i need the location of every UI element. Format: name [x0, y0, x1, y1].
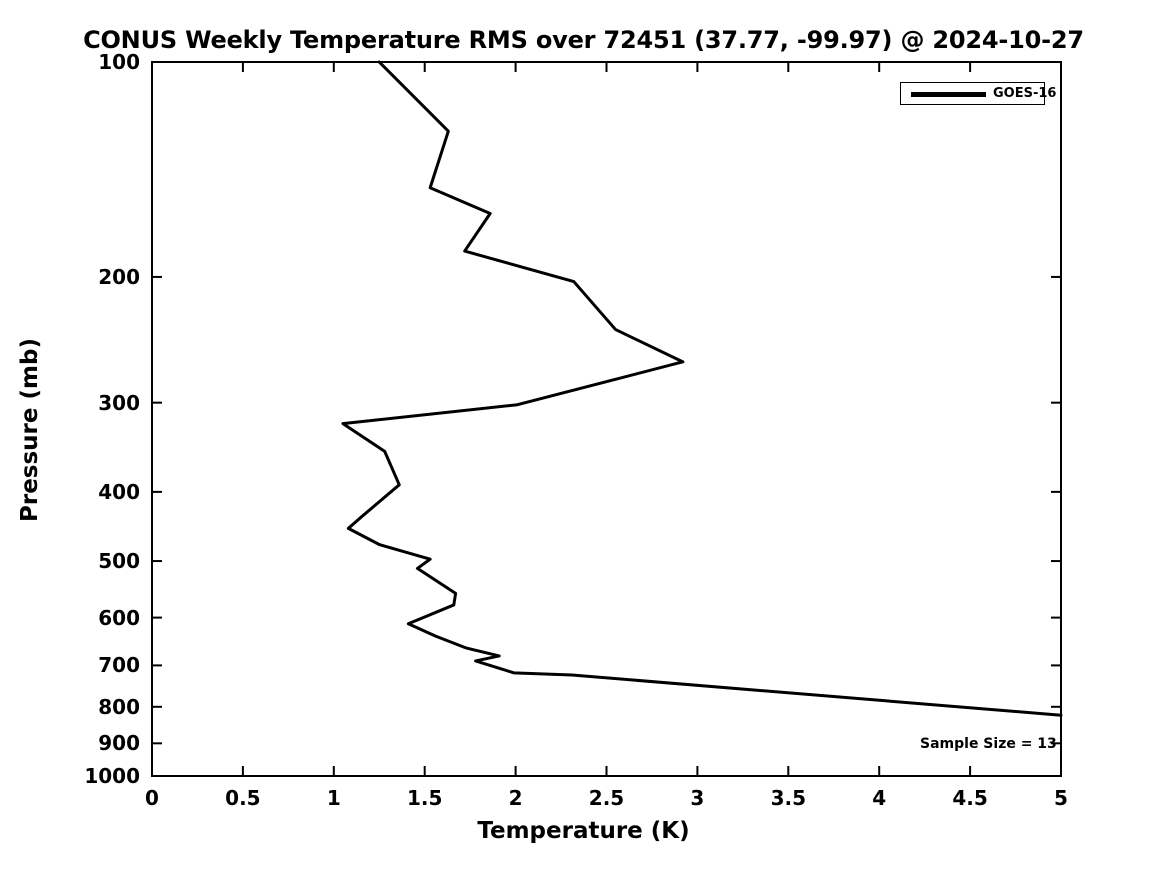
plot-border	[151, 61, 1062, 777]
x-tick-label: 5	[1054, 786, 1068, 810]
tick-marks	[151, 61, 1062, 777]
x-tick-label: 2	[508, 786, 523, 810]
y-tick-label: 700	[98, 653, 140, 678]
axes-frame	[151, 61, 1062, 777]
x-tick-label: 0	[145, 786, 159, 810]
sample-size-annotation: Sample Size = 13	[920, 736, 1057, 752]
y-tick-label: 300	[98, 390, 140, 415]
y-tick-label: 500	[98, 549, 140, 574]
y-tick-label: 600	[98, 605, 140, 630]
y-tick-label: 1000	[84, 764, 140, 788]
data-series-goes-16	[341, 60, 1063, 717]
legend: GOES-16	[900, 82, 1056, 105]
y-tick-label: 900	[98, 731, 140, 756]
x-tick-label: 0.5	[225, 786, 261, 810]
x-tick-label: 4.5	[952, 786, 988, 810]
page-title: CONUS Weekly Temperature RMS over 72451 …	[83, 26, 1084, 54]
x-tick-label: 1.5	[406, 786, 443, 810]
y-tick-label: 100	[98, 50, 140, 74]
x-tick-label: 3.5	[770, 786, 807, 810]
legend-label-goes-16: GOES-16	[993, 86, 1057, 101]
x-tick-label: 3	[690, 786, 705, 810]
x-axis-label: Temperature (K)	[477, 818, 690, 844]
x-tick-label: 2.5	[588, 786, 625, 810]
y-tick-label: 400	[98, 479, 140, 504]
legend-line-swatch	[911, 92, 986, 97]
x-tick-label: 1	[326, 786, 341, 810]
y-tick-label: 800	[98, 694, 140, 719]
y-tick-label: 200	[98, 264, 140, 289]
x-tick-label: 4	[872, 786, 887, 810]
